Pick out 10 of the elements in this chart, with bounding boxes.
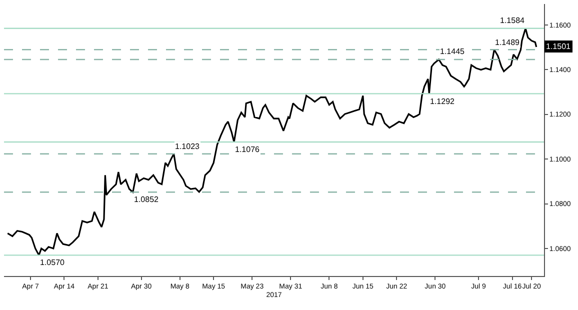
annotation: 1.1076 [235, 145, 260, 154]
annotation: 1.0570 [40, 258, 66, 267]
annotation: 1.1489 [495, 38, 520, 47]
annotation: 1.1584 [500, 16, 526, 25]
annotation: 1.1023 [175, 142, 200, 151]
annotation: 1.0852 [134, 195, 160, 204]
annotation: 1.1501 [546, 42, 572, 51]
annotation: 1.1292 [430, 97, 456, 106]
annotation: 1.1445 [440, 47, 466, 56]
line-series [6, 28, 538, 256]
